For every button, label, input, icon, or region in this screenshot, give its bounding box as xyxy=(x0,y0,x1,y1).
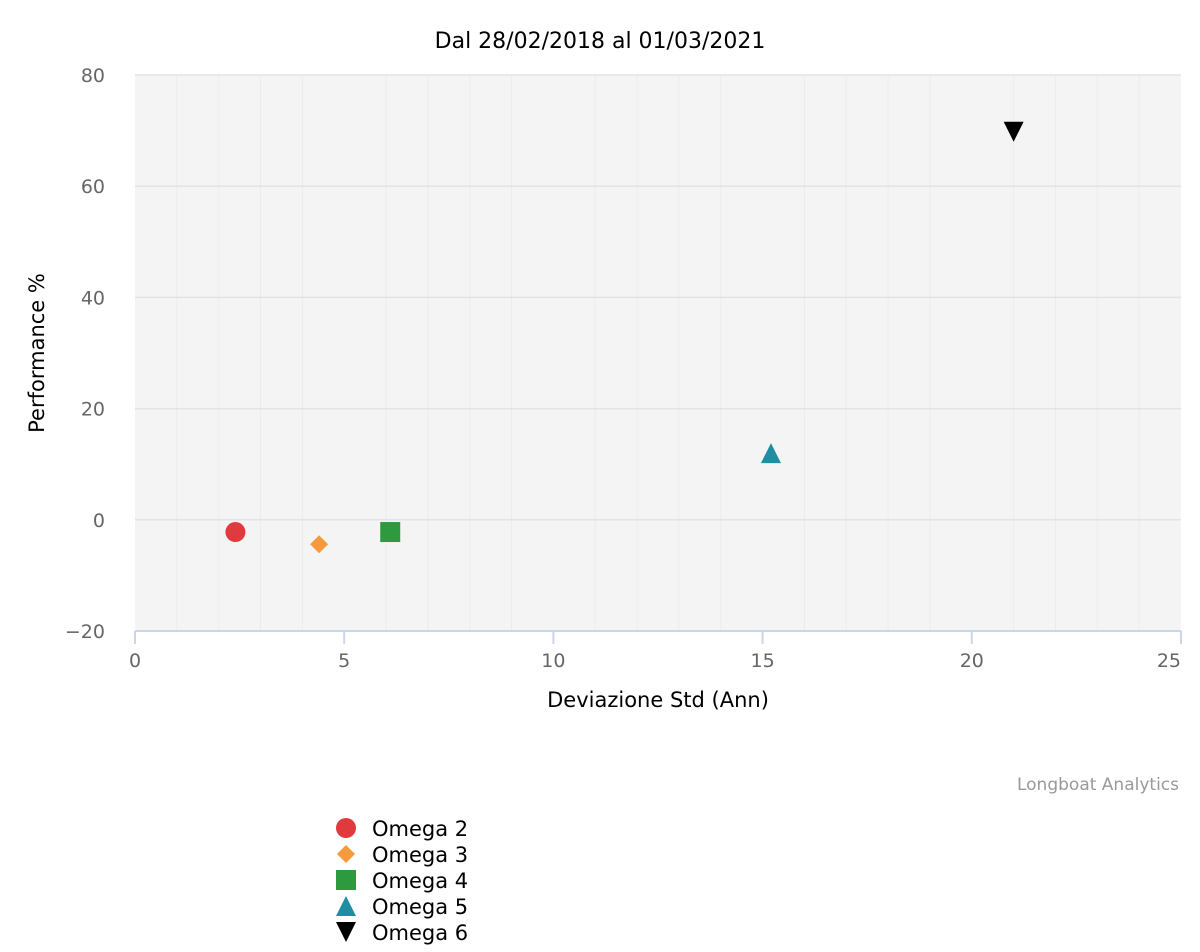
legend-item[interactable]: Omega 2 xyxy=(336,817,468,841)
legend-item[interactable]: Omega 4 xyxy=(336,869,468,893)
data-point-omega-3[interactable] xyxy=(310,535,329,554)
data-point-omega-6[interactable] xyxy=(1003,121,1024,142)
data-point-omega-5[interactable] xyxy=(760,443,781,464)
x-tick-labels: 0 5 10 15 20 25 xyxy=(129,650,1181,672)
y-tick-label: 0 xyxy=(93,510,105,532)
x-tick-label: 0 xyxy=(129,650,141,672)
legend-label: Omega 2 xyxy=(372,817,468,841)
data-point-omega-2[interactable] xyxy=(225,522,246,543)
legend-marker[interactable] xyxy=(336,870,356,890)
y-tick-label: 80 xyxy=(81,65,105,87)
legend-marker[interactable] xyxy=(337,845,355,863)
x-tick-label: 15 xyxy=(751,650,775,672)
legend-marker[interactable] xyxy=(336,922,356,942)
legend-marker[interactable] xyxy=(336,896,356,916)
legend-label: Omega 5 xyxy=(372,895,468,919)
legend-label: Omega 4 xyxy=(372,869,468,893)
credit-label[interactable]: Longboat Analytics xyxy=(1017,775,1179,795)
data-points xyxy=(225,121,1024,554)
plot-area xyxy=(135,75,1181,631)
legend-label: Omega 3 xyxy=(372,843,468,867)
axes xyxy=(134,630,1182,644)
y-tick-labels: −20 0 20 40 60 80 xyxy=(65,65,105,643)
grid-lines xyxy=(135,74,1181,632)
legend-marker[interactable] xyxy=(336,818,356,838)
y-tick-label: 40 xyxy=(81,287,105,309)
y-tick-label: −20 xyxy=(65,621,105,643)
y-axis-title: Performance % xyxy=(25,273,49,433)
legend-item[interactable]: Omega 3 xyxy=(337,843,468,867)
x-axis-title: Deviazione Std (Ann) xyxy=(547,688,769,712)
x-tick-label: 25 xyxy=(1157,650,1181,672)
x-tick-label: 5 xyxy=(338,650,350,672)
chart-title: Dal 28/02/2018 al 01/03/2021 xyxy=(435,29,766,54)
y-tick-label: 20 xyxy=(81,399,105,421)
x-tick-label: 20 xyxy=(960,650,984,672)
legend-item[interactable]: Omega 5 xyxy=(336,895,468,919)
legend-label: Omega 6 xyxy=(372,921,468,945)
data-point-omega-4[interactable] xyxy=(380,522,401,543)
y-tick-label: 60 xyxy=(81,176,105,198)
legend-item[interactable]: Omega 6 xyxy=(336,921,468,945)
x-tick-label: 10 xyxy=(541,650,565,672)
